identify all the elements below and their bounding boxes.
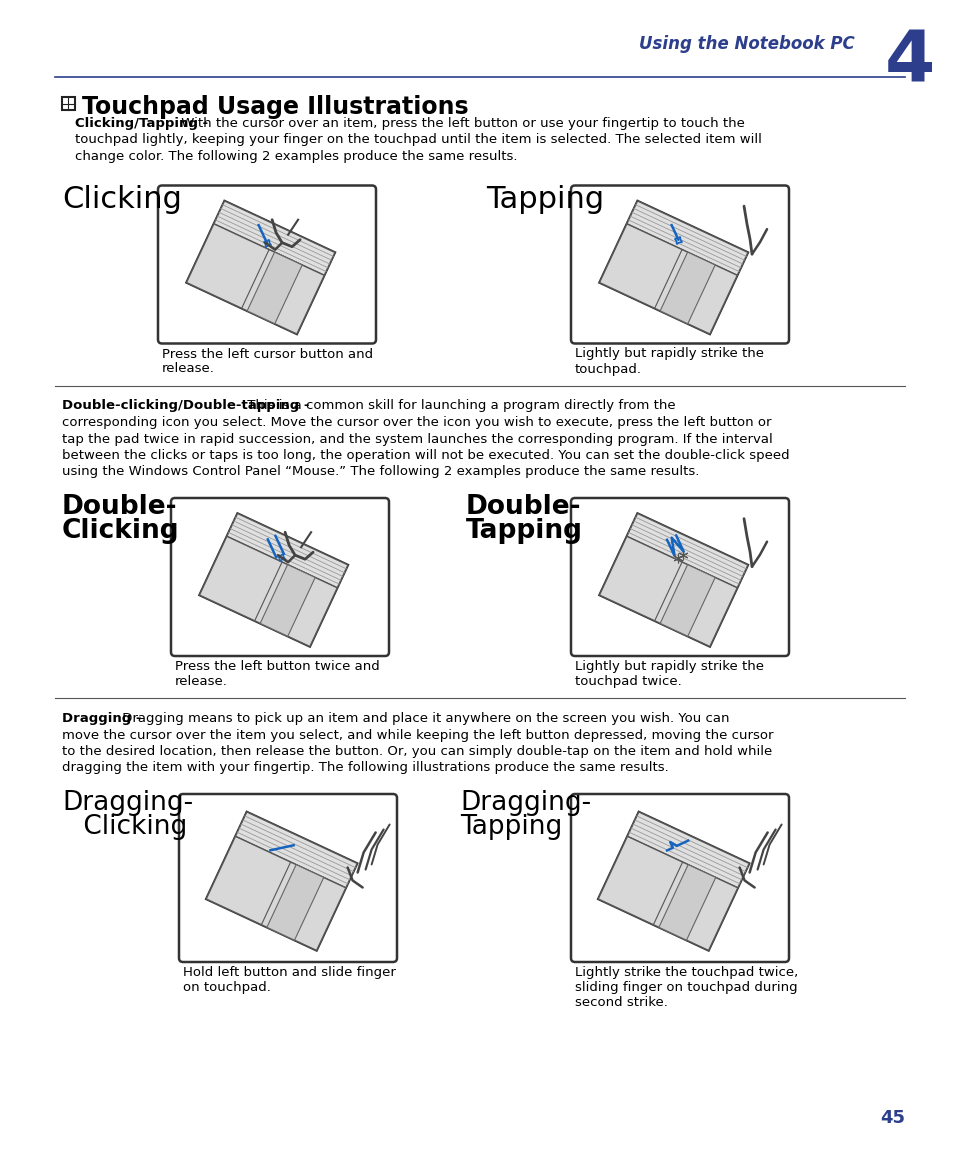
Polygon shape (598, 836, 737, 951)
Text: touchpad.: touchpad. (575, 363, 641, 375)
Polygon shape (598, 536, 737, 647)
Polygon shape (213, 201, 335, 275)
Polygon shape (598, 224, 737, 334)
Text: tap the pad twice in rapid succession, and the system launches the corresponding: tap the pad twice in rapid succession, a… (62, 432, 772, 446)
Text: Lightly but rapidly strike the: Lightly but rapidly strike the (575, 660, 763, 673)
Text: touchpad lightly, keeping your finger on the touchpad until the item is selected: touchpad lightly, keeping your finger on… (75, 134, 761, 147)
Text: Dragging-: Dragging- (459, 790, 591, 815)
Text: With the cursor over an item, press the left button or use your fingertip to tou: With the cursor over an item, press the … (176, 117, 743, 131)
Text: Clicking/Tapping -: Clicking/Tapping - (75, 117, 208, 131)
Text: Tapping: Tapping (485, 185, 603, 214)
Text: to the desired location, then release the button. Or, you can simply double-tap : to the desired location, then release th… (62, 745, 771, 758)
Text: Press the left cursor button and: Press the left cursor button and (162, 348, 373, 360)
Polygon shape (206, 812, 356, 951)
Polygon shape (598, 514, 747, 647)
FancyBboxPatch shape (158, 186, 375, 343)
Text: release.: release. (174, 675, 228, 688)
Polygon shape (260, 565, 314, 636)
FancyBboxPatch shape (571, 793, 788, 962)
Text: Lightly but rapidly strike the: Lightly but rapidly strike the (575, 348, 763, 360)
Text: Clicking: Clicking (62, 517, 179, 544)
Text: Tapping: Tapping (465, 517, 582, 544)
Polygon shape (598, 201, 747, 334)
Polygon shape (598, 812, 748, 951)
Polygon shape (626, 201, 747, 275)
Text: second strike.: second strike. (575, 996, 667, 1009)
Text: Touchpad Usage Illustrations: Touchpad Usage Illustrations (82, 95, 468, 119)
Text: 45: 45 (879, 1109, 904, 1127)
Text: on touchpad.: on touchpad. (183, 981, 271, 994)
Text: Double-: Double- (465, 494, 581, 520)
Text: Lightly strike the touchpad twice,: Lightly strike the touchpad twice, (575, 966, 798, 979)
Text: Dragging -: Dragging - (62, 711, 141, 725)
Polygon shape (235, 812, 356, 888)
Text: between the clicks or taps is too long, the operation will not be executed. You : between the clicks or taps is too long, … (62, 449, 789, 462)
Polygon shape (186, 224, 324, 334)
Text: touchpad twice.: touchpad twice. (575, 675, 681, 688)
Text: Dragging-: Dragging- (62, 790, 193, 815)
Text: 4: 4 (883, 27, 934, 96)
Polygon shape (659, 865, 715, 940)
Polygon shape (659, 565, 715, 636)
Text: Tapping: Tapping (459, 814, 561, 840)
Text: Clicking: Clicking (75, 814, 187, 840)
Polygon shape (186, 201, 335, 334)
Text: corresponding icon you select. Move the cursor over the icon you wish to execute: corresponding icon you select. Move the … (62, 416, 771, 429)
FancyBboxPatch shape (171, 498, 389, 656)
FancyBboxPatch shape (179, 793, 396, 962)
Text: Double-: Double- (62, 494, 177, 520)
Text: Press the left button twice and: Press the left button twice and (174, 660, 379, 673)
Polygon shape (659, 252, 715, 323)
Polygon shape (267, 865, 323, 940)
Polygon shape (626, 514, 747, 588)
Text: Hold left button and slide finger: Hold left button and slide finger (183, 966, 395, 979)
FancyBboxPatch shape (571, 498, 788, 656)
Polygon shape (247, 252, 302, 323)
Bar (62, 97, 75, 110)
FancyBboxPatch shape (571, 186, 788, 343)
Text: This is a common skill for launching a program directly from the: This is a common skill for launching a p… (243, 400, 675, 412)
Polygon shape (227, 514, 348, 588)
Polygon shape (627, 812, 748, 888)
Polygon shape (199, 536, 337, 647)
Text: sliding finger on touchpad during: sliding finger on touchpad during (575, 981, 797, 994)
Text: Using the Notebook PC: Using the Notebook PC (639, 35, 854, 53)
Text: using the Windows Control Panel “Mouse.” The following 2 examples produce the sa: using the Windows Control Panel “Mouse.”… (62, 465, 699, 478)
Text: dragging the item with your fingertip. The following illustrations produce the s: dragging the item with your fingertip. T… (62, 761, 668, 775)
Text: move the cursor over the item you select, and while keeping the left button depr: move the cursor over the item you select… (62, 729, 773, 742)
Text: release.: release. (162, 363, 214, 375)
Polygon shape (199, 514, 348, 647)
Text: Dragging means to pick up an item and place it anywhere on the screen you wish. : Dragging means to pick up an item and pl… (118, 711, 729, 725)
Polygon shape (206, 836, 345, 951)
Text: change color. The following 2 examples produce the same results.: change color. The following 2 examples p… (75, 150, 517, 163)
Text: Double-clicking/Double-tapping -: Double-clicking/Double-tapping - (62, 400, 309, 412)
Text: Clicking: Clicking (62, 185, 182, 214)
